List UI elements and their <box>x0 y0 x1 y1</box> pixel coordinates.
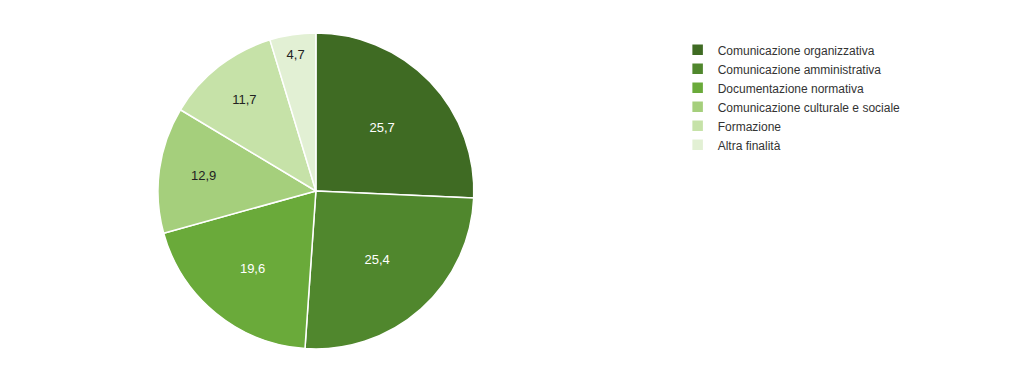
svg-text:Documentazione normativa: Documentazione normativa <box>718 82 864 96</box>
svg-text:Formazione: Formazione <box>718 120 782 134</box>
svg-text:19,6: 19,6 <box>240 261 265 276</box>
svg-text:Comunicazione culturale e soci: Comunicazione culturale e sociale <box>718 101 900 115</box>
svg-text:Altra finalità: Altra finalità <box>718 139 781 153</box>
svg-text:12,9: 12,9 <box>191 168 216 183</box>
svg-text:4,7: 4,7 <box>287 47 305 62</box>
svg-text:25,4: 25,4 <box>365 252 390 267</box>
svg-text:Comunicazione amministrativa: Comunicazione amministrativa <box>718 63 882 77</box>
svg-text:25,7: 25,7 <box>369 120 394 135</box>
svg-text:Comunicazione organizzativa: Comunicazione organizzativa <box>718 44 875 58</box>
svg-text:11,7: 11,7 <box>232 92 256 107</box>
